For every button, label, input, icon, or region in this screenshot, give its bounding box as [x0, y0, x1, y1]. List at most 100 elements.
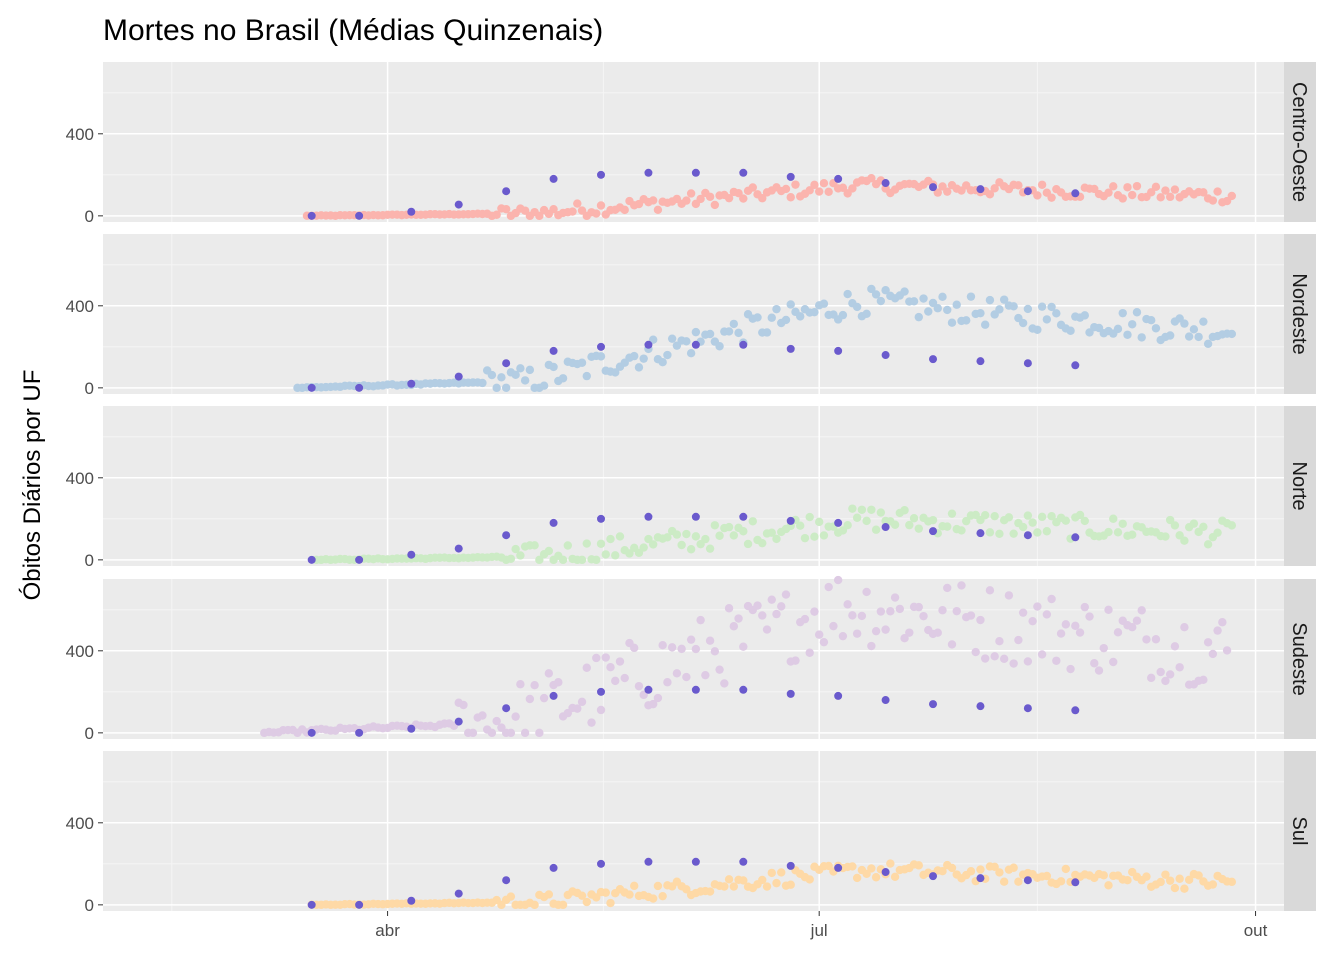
data-point	[592, 653, 601, 663]
mean-point	[1071, 189, 1080, 198]
data-point	[1170, 642, 1180, 651]
data-point	[871, 290, 881, 299]
data-point	[1199, 317, 1208, 326]
data-point	[1014, 877, 1023, 886]
data-point	[573, 704, 582, 713]
mean-point	[644, 340, 653, 349]
data-point	[625, 890, 634, 899]
data-point	[1113, 528, 1123, 537]
facet-strip-label: Norte	[1288, 462, 1310, 511]
data-point	[1227, 877, 1237, 887]
mean-point	[644, 685, 653, 694]
chart-title: Mortes no Brasil (Médias Quinzenais)	[103, 14, 603, 47]
mean-point	[1071, 878, 1080, 887]
y-tick-label: 0	[85, 896, 94, 915]
data-point	[1066, 664, 1075, 674]
data-point	[1199, 675, 1208, 685]
data-point	[658, 640, 667, 650]
mean-point	[929, 355, 938, 364]
data-point	[511, 712, 520, 721]
mean-point	[881, 179, 890, 188]
data-point	[577, 891, 587, 900]
data-point	[852, 629, 862, 638]
data-point	[1137, 606, 1146, 615]
data-point	[919, 611, 928, 621]
data-point	[520, 728, 530, 738]
mean-point	[355, 728, 364, 737]
mean-point	[739, 340, 748, 349]
data-point	[966, 611, 976, 620]
data-point	[1014, 635, 1023, 645]
data-point	[1061, 516, 1071, 525]
data-point	[1056, 877, 1066, 886]
data-point	[1033, 528, 1042, 537]
data-point	[516, 551, 525, 560]
data-point	[611, 676, 620, 686]
data-point	[558, 555, 568, 565]
data-point	[549, 204, 558, 214]
data-point	[715, 665, 724, 674]
data-point	[1184, 332, 1194, 341]
data-point	[606, 534, 615, 544]
data-point	[544, 890, 554, 899]
mean-point	[355, 383, 364, 392]
data-point	[667, 334, 677, 343]
data-point	[995, 529, 1004, 538]
data-point	[1170, 521, 1180, 530]
y-tick-label: 400	[66, 469, 94, 488]
facet-strip-label: Nordeste	[1288, 273, 1310, 354]
data-point	[767, 313, 776, 322]
data-point	[582, 539, 591, 548]
data-point	[1161, 870, 1170, 879]
data-point	[848, 862, 857, 871]
data-point	[1156, 877, 1165, 887]
data-point	[810, 532, 819, 541]
data-point	[1132, 308, 1142, 317]
data-point	[962, 316, 971, 325]
data-point	[1161, 676, 1170, 686]
data-point	[781, 184, 791, 194]
data-point	[1203, 638, 1213, 647]
data-point	[1052, 656, 1061, 665]
data-point	[682, 885, 691, 894]
mean-point	[739, 168, 748, 177]
data-point	[829, 621, 838, 631]
data-point	[1090, 659, 1099, 668]
data-point	[881, 286, 890, 295]
data-point	[525, 694, 535, 704]
data-point	[596, 352, 606, 361]
data-point	[862, 587, 871, 597]
data-point	[686, 635, 696, 644]
data-point	[985, 528, 995, 537]
data-point	[890, 593, 900, 602]
data-point	[796, 312, 805, 321]
y-tick-label: 400	[66, 125, 94, 144]
x-tick-label: out	[1244, 921, 1268, 940]
data-point	[1222, 646, 1232, 655]
data-point	[577, 555, 587, 565]
data-point	[663, 533, 672, 542]
data-point	[1199, 188, 1208, 197]
data-point	[933, 188, 942, 197]
data-point	[1128, 623, 1137, 632]
data-point	[1227, 191, 1237, 201]
mean-point	[407, 379, 416, 388]
data-point	[648, 699, 658, 709]
data-point	[677, 644, 686, 654]
data-point	[1137, 333, 1146, 342]
data-point	[653, 881, 663, 891]
data-point	[943, 522, 952, 531]
data-point	[592, 209, 601, 218]
data-point	[620, 205, 629, 215]
data-point	[611, 551, 620, 560]
data-point	[999, 654, 1009, 664]
data-point	[1037, 180, 1047, 189]
mean-point	[502, 359, 511, 368]
data-point	[587, 718, 596, 727]
mean-point	[454, 200, 463, 209]
data-point	[1184, 875, 1194, 885]
data-point	[805, 186, 814, 195]
mean-point	[549, 174, 558, 183]
data-point	[876, 508, 886, 517]
data-point	[1042, 610, 1052, 619]
